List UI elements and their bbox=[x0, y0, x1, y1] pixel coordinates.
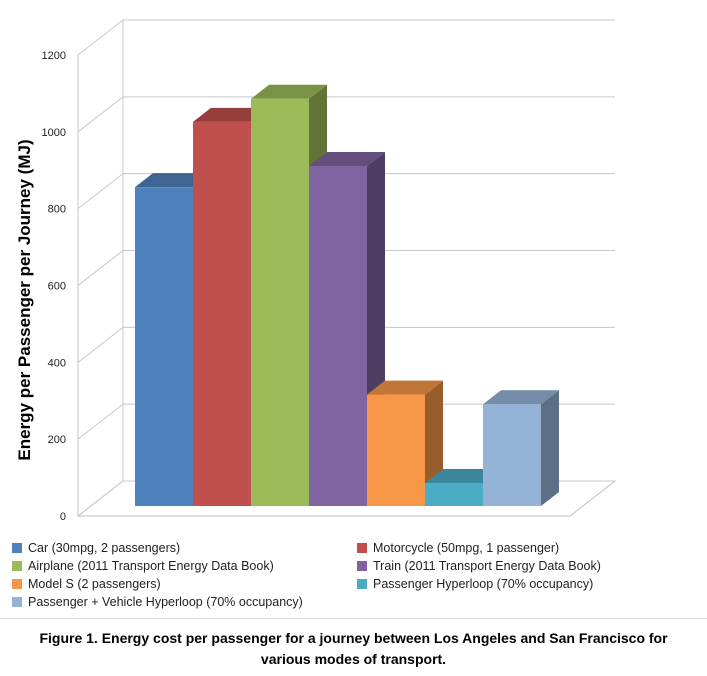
legend-label: Airplane (2011 Transport Energy Data Boo… bbox=[28, 559, 274, 573]
bar-side-face bbox=[541, 390, 559, 506]
legend-swatch bbox=[12, 579, 22, 589]
bar-top-face bbox=[309, 152, 385, 167]
legend-label: Passenger + Vehicle Hyperloop (70% occup… bbox=[28, 595, 303, 609]
legend-item: Model S (2 passengers) bbox=[12, 577, 161, 591]
legend-item: Passenger + Vehicle Hyperloop (70% occup… bbox=[12, 595, 303, 609]
y-axis-label: Energy per Passenger per Journey (MJ) bbox=[15, 139, 34, 460]
bar-7 bbox=[483, 390, 559, 506]
caption-line-1: Figure 1. Energy cost per passenger for … bbox=[39, 630, 668, 646]
legend-item: Train (2011 Transport Energy Data Book) bbox=[357, 559, 601, 573]
y-tick-label: 200 bbox=[48, 434, 66, 446]
bar-top-face bbox=[483, 390, 559, 405]
bar-front-face bbox=[251, 98, 309, 507]
bar-top-face bbox=[193, 107, 269, 122]
legend-swatch bbox=[357, 579, 367, 589]
legend-label: Car (30mpg, 2 passengers) bbox=[28, 541, 181, 555]
bar-front-face bbox=[367, 394, 425, 506]
y-axis-ticks: 0 200 400 600 800 1000 1200 bbox=[42, 50, 66, 523]
figure-caption: Figure 1. Energy cost per passenger for … bbox=[0, 628, 707, 670]
y-tick-label: 1000 bbox=[42, 127, 66, 139]
bar-top-face bbox=[367, 380, 443, 395]
gridline bbox=[77, 326, 615, 363]
bar-front-face bbox=[135, 187, 193, 506]
bar-top-face bbox=[425, 468, 501, 483]
bar-front-face bbox=[425, 482, 483, 506]
legend-item: Motorcycle (50mpg, 1 passenger) bbox=[357, 541, 559, 555]
caption-line-2: various modes of transport. bbox=[260, 651, 447, 667]
bar-5 bbox=[367, 380, 443, 506]
gridline bbox=[77, 250, 615, 286]
legend-swatch bbox=[357, 543, 367, 553]
y-tick-label: 1200 bbox=[42, 50, 66, 62]
legend-item: Car (30mpg, 2 passengers) bbox=[12, 541, 180, 555]
bar-6 bbox=[425, 468, 501, 506]
legend-item: Airplane (2011 Transport Energy Data Boo… bbox=[12, 559, 274, 573]
bars bbox=[135, 84, 559, 507]
legend-label: Motorcycle (50mpg, 1 passenger) bbox=[373, 541, 560, 555]
legend-item: Passenger Hyperloop (70% occupancy) bbox=[357, 577, 593, 591]
y-tick-label: 0 bbox=[60, 511, 66, 523]
gridline bbox=[77, 96, 615, 133]
legend-swatch bbox=[12, 543, 22, 553]
gridline bbox=[77, 173, 615, 210]
legend-label: Passenger Hyperloop (70% occupancy) bbox=[373, 577, 594, 591]
gridline bbox=[77, 19, 615, 56]
legend-label: Model S (2 passengers) bbox=[28, 577, 161, 591]
legend-label: Train (2011 Transport Energy Data Book) bbox=[373, 559, 601, 573]
y-tick-label: 800 bbox=[48, 204, 66, 216]
bar-front-face bbox=[483, 404, 541, 506]
bar-top-face bbox=[135, 173, 211, 188]
bar-front-face bbox=[193, 121, 251, 506]
caption-divider bbox=[0, 618, 707, 619]
y-tick-label: 400 bbox=[48, 357, 66, 369]
legend-swatch bbox=[357, 561, 367, 571]
bar-top-face bbox=[251, 84, 327, 99]
gridline bbox=[77, 403, 615, 440]
y-tick-label: 600 bbox=[48, 281, 66, 293]
bar-chart: 0 200 400 600 800 1000 1200 Energy per Passeng… bbox=[15, 19, 617, 523]
legend-swatch bbox=[12, 561, 22, 571]
bar-front-face bbox=[309, 166, 367, 506]
legend-swatch bbox=[12, 597, 22, 607]
